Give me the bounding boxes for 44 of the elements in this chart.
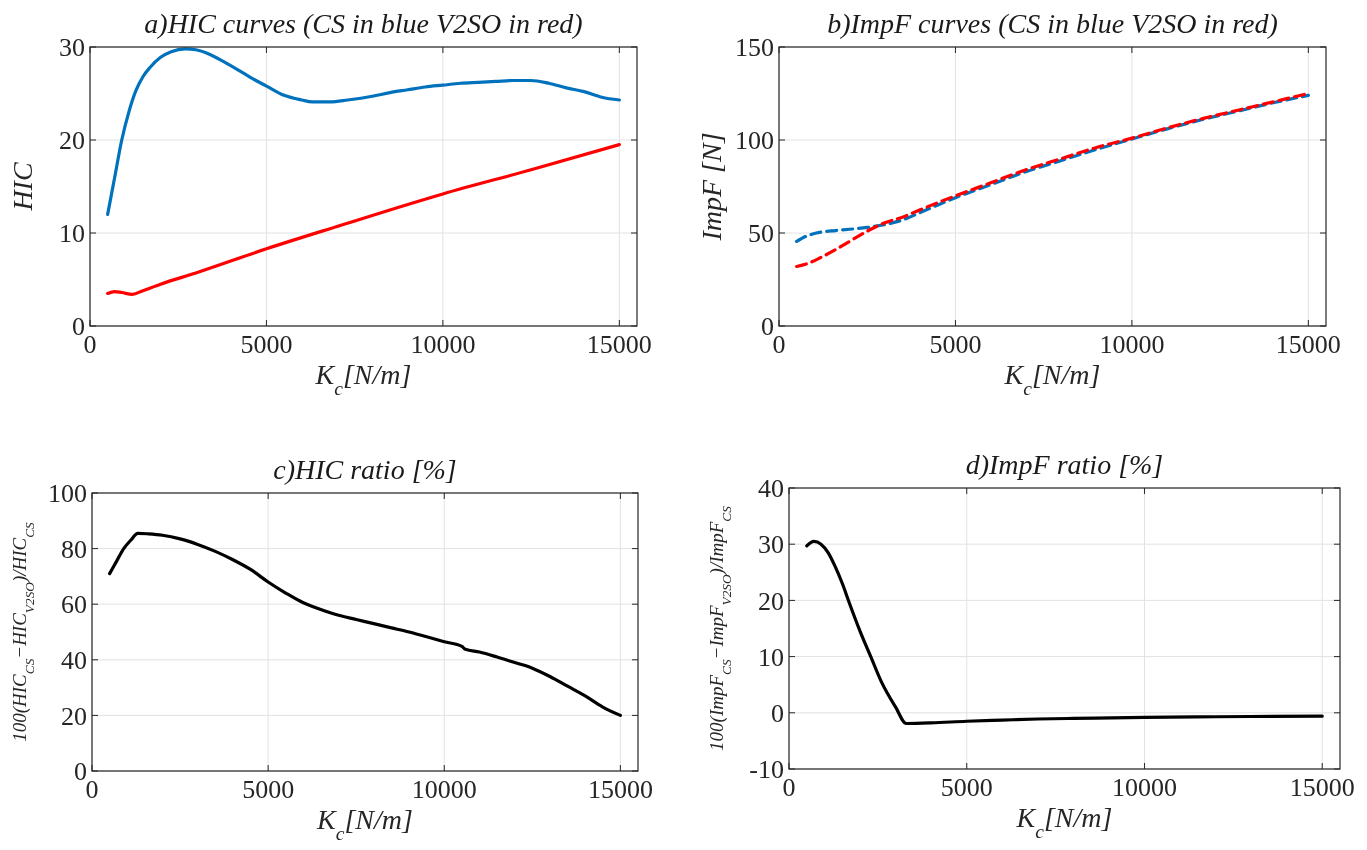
y-tick-label: 20: [758, 586, 784, 616]
y-axis-title: ImpF [N]: [696, 132, 727, 242]
y-tick-label: 40: [61, 645, 87, 675]
chart-title: a)HIC curves (CS in blue V2SO in red): [144, 8, 583, 39]
y-tick-label: 10: [758, 642, 784, 672]
x-tick-label: 10000: [410, 330, 476, 359]
y-tick-label: 60: [61, 590, 87, 620]
x-axis-title: K$_{c}$[N/m]: [316, 804, 413, 844]
x-tick-label: 5000: [929, 330, 982, 359]
y-tick-label: 100: [48, 479, 87, 509]
y-tick-label: -10: [749, 755, 784, 785]
x-tick-label: 15000: [1275, 330, 1341, 359]
x-axis-title: K$_{c}$[N/m]: [314, 359, 412, 399]
chart-title: c)HIC ratio [%]: [273, 454, 457, 485]
y-tick-label: 40: [758, 474, 784, 504]
y-tick-label: 50: [748, 219, 774, 249]
y-tick-label: 150: [735, 33, 774, 63]
y-tick-label: 30: [758, 530, 784, 560]
x-tick-label: 5000: [240, 330, 293, 359]
y-tick-label: 30: [59, 33, 85, 63]
line-series: [106, 47, 621, 216]
y-tick-label: 0: [771, 698, 784, 728]
y-tick-label: 10: [59, 219, 85, 249]
x-tick-label: 15000: [1289, 773, 1355, 802]
line-series: [108, 531, 622, 717]
x-axis-title: K$_{c}$[N/m]: [1003, 359, 1101, 399]
chart-title: d)ImpF ratio [%]: [965, 449, 1164, 480]
x-tick-label: 10000: [1111, 773, 1177, 802]
y-tick-label: 20: [59, 126, 85, 156]
x-tick-label: 5000: [940, 773, 993, 802]
chart-title: b)ImpF curves (CS in blue V2SO in red): [827, 8, 1278, 39]
y-tick-label: 20: [61, 701, 87, 731]
x-tick-label: 10000: [1099, 330, 1165, 359]
line-series: [106, 143, 621, 296]
x-tick-label: 15000: [586, 330, 652, 359]
x-tick-label: 5000: [242, 775, 295, 804]
y-axis-title: HIC: [7, 162, 38, 212]
line-series: [805, 539, 1324, 726]
y-tick-label: 80: [61, 534, 87, 564]
x-tick-label: 10000: [411, 775, 477, 804]
y-tick-label: 100: [735, 126, 774, 156]
x-axis-title: K$_{c}$[N/m]: [1015, 802, 1113, 842]
line-series: [795, 93, 1310, 243]
x-tick-label: 15000: [587, 775, 653, 804]
